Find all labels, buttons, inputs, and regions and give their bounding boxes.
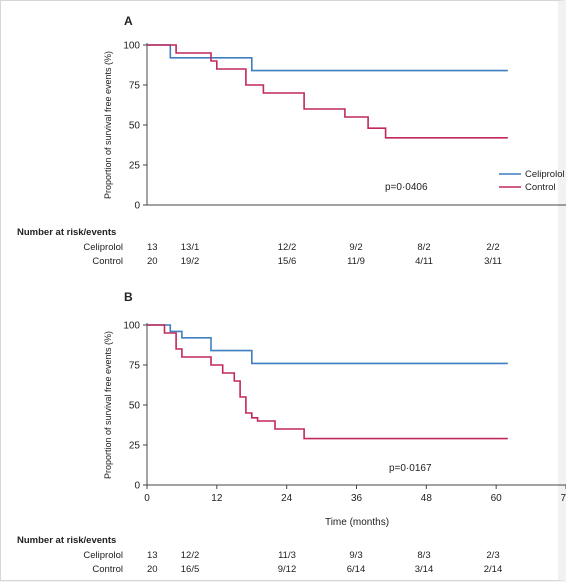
y-tick-label: 50 bbox=[129, 121, 141, 132]
risk-cell: 11/9 bbox=[347, 256, 365, 267]
x-tick-label: 0 bbox=[144, 493, 150, 504]
y-tick-label: 0 bbox=[134, 201, 140, 212]
risk-cell: 9/3 bbox=[349, 550, 362, 561]
risk-cell: 8/3 bbox=[417, 550, 430, 561]
risk-cell: 12/2 bbox=[278, 242, 297, 253]
p-value: p=0·0167 bbox=[389, 463, 432, 474]
y-tick-label: 100 bbox=[123, 321, 140, 332]
risk-row-label: Celiprolol bbox=[83, 242, 123, 253]
p-value: p=0·0406 bbox=[385, 182, 428, 193]
y-tick-label: 75 bbox=[129, 361, 141, 372]
risk-cell: 11/3 bbox=[278, 550, 296, 561]
x-tick-label: 72 bbox=[560, 493, 566, 504]
risk-table-title: Number at risk/events bbox=[17, 535, 116, 546]
y-tick-label: 75 bbox=[129, 81, 141, 92]
risk-row-label: Control bbox=[92, 564, 123, 575]
risk-cell: 13 bbox=[147, 242, 158, 253]
risk-cell: 19/2 bbox=[181, 256, 200, 267]
risk-table-title: Number at risk/events bbox=[17, 227, 116, 238]
legend-label-control: Control bbox=[525, 182, 556, 193]
panel-label: A bbox=[124, 14, 133, 28]
risk-cell: 2/14 bbox=[484, 564, 503, 575]
risk-cell: 3/14 bbox=[415, 564, 434, 575]
risk-cell: 9/12 bbox=[278, 564, 297, 575]
x-tick-label: 60 bbox=[491, 493, 503, 504]
y-tick-label: 0 bbox=[134, 481, 140, 492]
risk-row-label: Celiprolol bbox=[83, 550, 123, 561]
risk-cell: 20 bbox=[147, 564, 158, 575]
x-tick-label: 12 bbox=[211, 493, 223, 504]
risk-cell: 4/11 bbox=[415, 256, 433, 267]
y-axis-title: Proportion of survival free events (%) bbox=[103, 331, 113, 479]
risk-cell: 2/2 bbox=[486, 242, 499, 253]
risk-row-label: Control bbox=[92, 256, 123, 267]
risk-cell: 16/5 bbox=[181, 564, 200, 575]
y-axis-title: Proportion of survival free events (%) bbox=[103, 51, 113, 199]
risk-cell: 9/2 bbox=[349, 242, 362, 253]
legend-label-celiprolol: Celiprolol bbox=[525, 169, 565, 180]
risk-cell: 3/11 bbox=[484, 256, 502, 267]
risk-cell: 20 bbox=[147, 256, 158, 267]
km-curve-control bbox=[147, 44, 508, 139]
y-tick-label: 100 bbox=[123, 41, 140, 52]
risk-cell: 13/1 bbox=[181, 242, 200, 253]
risk-cell: 12/2 bbox=[181, 550, 200, 561]
km-curve-celiprolol bbox=[147, 324, 508, 365]
y-tick-label: 25 bbox=[129, 161, 141, 172]
risk-cell: 8/2 bbox=[417, 242, 430, 253]
km-curve-celiprolol bbox=[147, 44, 508, 72]
risk-cell: 6/14 bbox=[347, 564, 366, 575]
y-tick-label: 50 bbox=[129, 401, 141, 412]
km-curve-control bbox=[147, 324, 508, 440]
x-tick-label: 24 bbox=[281, 493, 293, 504]
risk-cell: 13 bbox=[147, 550, 158, 561]
x-axis-title: Time (months) bbox=[325, 517, 389, 528]
risk-cell: 15/6 bbox=[278, 256, 297, 267]
y-tick-label: 25 bbox=[129, 441, 141, 452]
x-tick-label: 48 bbox=[421, 493, 433, 504]
risk-cell: 2/3 bbox=[486, 550, 499, 561]
panel-label: B bbox=[124, 290, 133, 304]
x-tick-label: 36 bbox=[351, 493, 363, 504]
